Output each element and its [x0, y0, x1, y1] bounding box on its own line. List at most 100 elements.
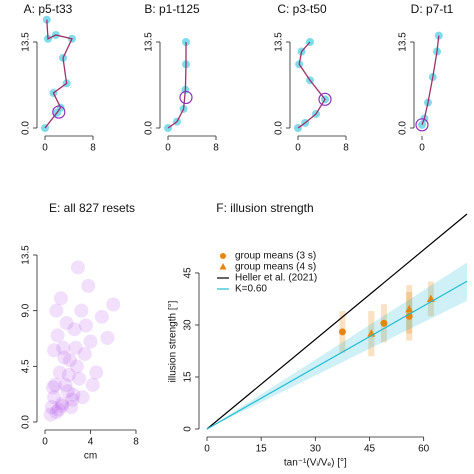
reset-point — [85, 377, 100, 392]
reset-circle — [179, 90, 193, 105]
reset-point — [89, 365, 104, 380]
reset-point — [74, 303, 89, 318]
y-tick-label: 0.0 — [274, 121, 285, 135]
reset-point — [50, 328, 65, 343]
series-line — [206, 280, 468, 430]
x-tick-label: 30 — [310, 444, 322, 455]
reset-point — [66, 387, 81, 402]
y-tick-label: 45 — [183, 267, 194, 279]
legend-label: K=0.60 — [235, 284, 267, 295]
reset-point — [49, 303, 64, 318]
x-tick-label: 0 — [204, 444, 210, 455]
legend-label: group means (3 s) — [235, 251, 316, 262]
y-tick-label: 13.5 — [21, 245, 32, 265]
x-tick-label: 0 — [419, 143, 425, 154]
trajectory-line — [167, 42, 187, 129]
x-tick-label: 8 — [213, 143, 219, 154]
y-tick-label: 0.0 — [398, 121, 409, 135]
reset-point — [81, 278, 96, 293]
reset-point — [75, 390, 90, 405]
reset-point — [43, 407, 58, 422]
reset-point — [63, 353, 78, 368]
reset-circle — [52, 105, 66, 119]
trajectory-dot — [418, 120, 426, 129]
group-mean — [405, 304, 414, 313]
reset-point — [61, 367, 76, 382]
y-tick-label: 13.5 — [274, 32, 285, 52]
panel-title: E: all 827 resets — [49, 201, 135, 215]
reset-point — [69, 359, 84, 374]
reset-point — [53, 291, 68, 306]
y-tick-label: 4.5 — [21, 359, 32, 373]
x-tick-label: 8 — [133, 437, 139, 448]
y-tick-label: 0.0 — [144, 121, 155, 135]
x-tick-label: 8 — [90, 143, 96, 154]
confidence-band — [207, 262, 467, 429]
reset-point — [56, 340, 71, 355]
reset-point — [58, 377, 73, 392]
reset-point — [67, 322, 82, 337]
legend-label: Heller et al. (2021) — [235, 273, 317, 284]
panel-title: B: p1-t125 — [144, 2, 200, 16]
reset-point — [55, 396, 70, 411]
reset-point — [47, 390, 62, 405]
x-tick-label: 8 — [343, 143, 349, 154]
reset-point — [72, 371, 87, 386]
y-tick-label: 0.0 — [21, 121, 32, 135]
x-tick-label: 60 — [418, 444, 430, 455]
x-tick-label: 0 — [42, 143, 48, 154]
x-tick-label: 45 — [364, 444, 376, 455]
reset-point — [48, 377, 63, 392]
reset-point — [45, 380, 60, 395]
reset-point — [47, 343, 62, 358]
reset-point — [77, 346, 92, 361]
reset-point — [55, 398, 70, 413]
reset-point — [65, 392, 80, 407]
y-tick-label: 15 — [183, 371, 194, 383]
reset-point — [83, 334, 98, 349]
reset-point — [59, 316, 74, 331]
y-tick-label: 13.5 — [398, 32, 409, 52]
x-tick-label: 0 — [165, 143, 171, 154]
y-tick-label: 13.5 — [144, 32, 155, 52]
y-tick-label: 0.0 — [21, 415, 32, 429]
legend-symbol — [219, 263, 227, 270]
reset-point — [52, 365, 67, 380]
reset-point — [70, 260, 85, 275]
panel-title: F: illusion strength — [216, 201, 313, 215]
trajectory-line — [44, 19, 73, 129]
panel-title: C: p3-t50 — [277, 2, 327, 16]
y-tick-label: 9.0 — [21, 303, 32, 317]
panel-title: D: p7-t1 — [411, 2, 454, 16]
series-line — [206, 213, 468, 430]
reset-point — [49, 405, 64, 420]
panel-title: A: p5-t33 — [24, 2, 73, 16]
reset-point — [106, 297, 121, 312]
reset-point — [68, 340, 83, 355]
reset-point — [100, 330, 115, 345]
reset-point — [94, 309, 109, 324]
trajectory-line — [297, 41, 326, 129]
y-tick-label: 30 — [183, 319, 194, 331]
x-tick-label: 0 — [42, 437, 48, 448]
reset-circle — [415, 118, 429, 132]
y-axis-label: illusion strength [°] — [168, 300, 179, 382]
reset-circle — [318, 92, 332, 106]
group-mean — [380, 319, 388, 327]
legend-symbol — [220, 253, 226, 259]
reset-point — [78, 318, 93, 333]
reset-point — [51, 402, 66, 417]
x-axis-label: tan⁻¹(Vᵢ/Vₑ) [°] — [284, 458, 347, 469]
reset-point — [44, 400, 59, 415]
reset-point — [64, 400, 79, 415]
y-tick-label: 0 — [183, 426, 194, 432]
legend-label: group means (4 s) — [235, 262, 316, 273]
x-axis-label: cm — [84, 451, 97, 462]
y-tick-label: 13.5 — [21, 32, 32, 52]
reset-point — [57, 350, 72, 365]
reset-point — [60, 384, 75, 399]
group-mean — [338, 328, 346, 336]
x-tick-label: 0 — [295, 143, 301, 154]
x-tick-label: 15 — [256, 444, 268, 455]
